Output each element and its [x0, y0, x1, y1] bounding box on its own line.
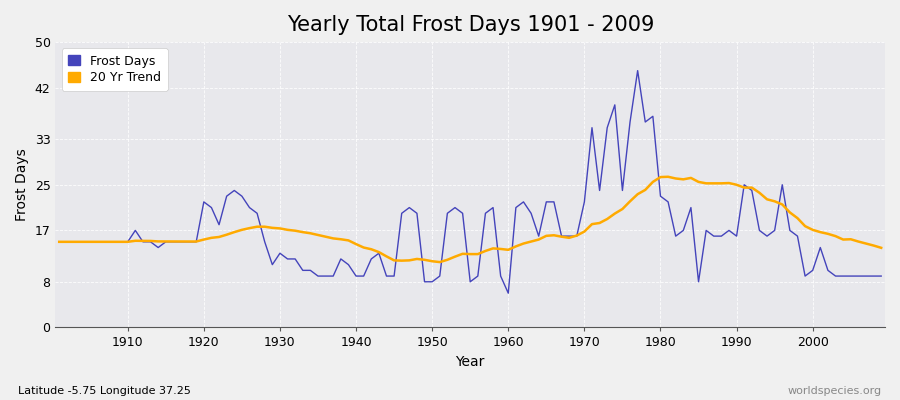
- Y-axis label: Frost Days: Frost Days: [15, 148, 29, 221]
- Title: Yearly Total Frost Days 1901 - 2009: Yearly Total Frost Days 1901 - 2009: [286, 15, 654, 35]
- Text: Latitude -5.75 Longitude 37.25: Latitude -5.75 Longitude 37.25: [18, 386, 191, 396]
- Legend: Frost Days, 20 Yr Trend: Frost Days, 20 Yr Trend: [62, 48, 167, 91]
- X-axis label: Year: Year: [455, 355, 485, 369]
- Text: worldspecies.org: worldspecies.org: [788, 386, 882, 396]
